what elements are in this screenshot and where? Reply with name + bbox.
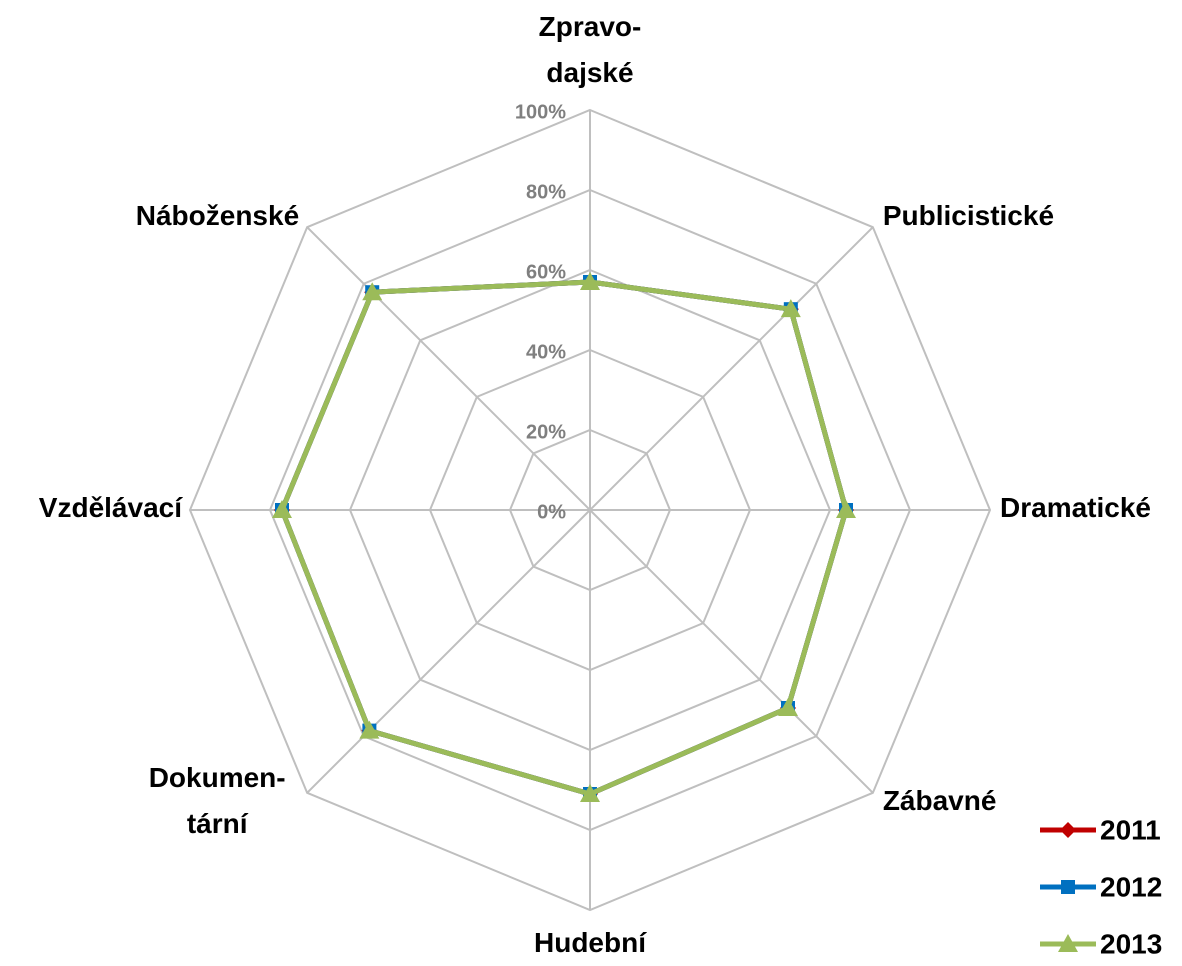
category-label-line: Zpravo-	[539, 11, 642, 42]
category-label-line: Publicistické	[883, 201, 1054, 232]
category-label: Zpravo-dajské	[539, 11, 642, 88]
category-label: Náboženské	[136, 201, 299, 232]
r-tick-label: 0%	[537, 501, 566, 523]
spoke	[589, 226, 874, 511]
category-label: Hudební	[534, 927, 647, 958]
data-point	[580, 272, 600, 290]
category-label-line: Zábavné	[883, 785, 997, 816]
data-point	[836, 500, 856, 518]
legend-label: 2013	[1100, 928, 1162, 959]
legend-label: 2012	[1100, 871, 1162, 902]
r-tick-label: 80%	[526, 181, 566, 203]
category-label-line: dajské	[546, 57, 633, 88]
legend-label: 2011	[1100, 814, 1161, 845]
r-tick-label: 100%	[515, 101, 566, 123]
data-point	[362, 282, 383, 301]
category-label-line: Dramatické	[1000, 492, 1151, 523]
spoke	[589, 509, 874, 794]
spoke	[306, 509, 591, 794]
legend-marker	[1058, 934, 1078, 952]
data-point	[359, 720, 380, 739]
category-label: Zábavné	[883, 785, 997, 816]
data-point	[580, 784, 600, 802]
category-label: Vzdělávací	[39, 492, 183, 523]
data-point	[272, 500, 292, 518]
category-label-line: tární	[187, 808, 249, 839]
legend-marker	[1060, 822, 1076, 838]
category-label-line: Vzdělávací	[39, 492, 183, 523]
legend-marker	[1061, 880, 1075, 894]
category-label: Dokumen-tární	[149, 762, 286, 839]
r-tick-label: 40%	[526, 341, 566, 363]
data-point	[777, 697, 798, 716]
r-tick-label: 60%	[526, 261, 566, 283]
category-label-line: Hudební	[534, 927, 647, 958]
r-tick-label: 20%	[526, 421, 566, 443]
category-label-line: Náboženské	[136, 201, 299, 232]
category-label: Publicistické	[883, 201, 1054, 232]
category-label-line: Dokumen-	[149, 762, 286, 793]
spoke	[306, 226, 591, 511]
data-point	[780, 299, 801, 318]
category-label: Dramatické	[1000, 492, 1151, 523]
